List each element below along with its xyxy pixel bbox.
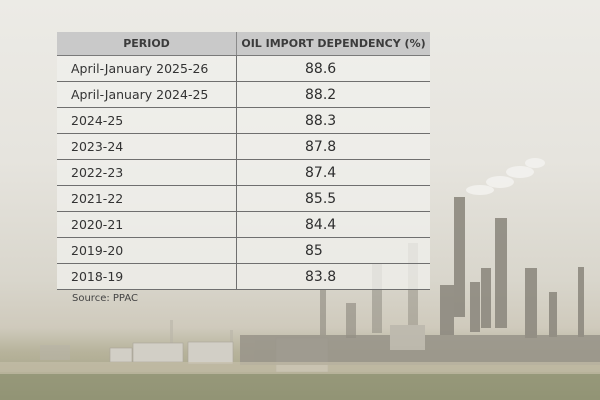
period-cell: April-January 2024-25 xyxy=(57,81,237,108)
value-cell: 88.6 xyxy=(236,55,430,82)
table-row: 2024-25 88.3 xyxy=(57,107,430,134)
source-note: Source: PPAC xyxy=(72,293,138,304)
value-cell: 88.3 xyxy=(236,107,430,134)
value-cell: 84.4 xyxy=(236,211,430,238)
table-row: April-January 2024-25 88.2 xyxy=(57,81,430,108)
table-row: 2018-19 83.8 xyxy=(57,263,430,290)
table-row: April-January 2025-26 88.6 xyxy=(57,55,430,82)
period-cell: 2021-22 xyxy=(57,185,237,212)
table-row: 2023-24 87.8 xyxy=(57,133,430,160)
table-row: 2021-22 85.5 xyxy=(57,185,430,212)
column-header-value: OIL IMPORT DEPENDENCY (%) xyxy=(236,32,430,56)
value-cell: 85 xyxy=(236,237,430,264)
value-cell: 88.2 xyxy=(236,81,430,108)
table-header-row: PERIOD OIL IMPORT DEPENDENCY (%) xyxy=(57,32,430,56)
period-cell: April-January 2025-26 xyxy=(57,55,237,82)
value-cell: 83.8 xyxy=(236,263,430,290)
value-cell: 85.5 xyxy=(236,185,430,212)
period-cell: 2018-19 xyxy=(57,263,237,290)
period-cell: 2022-23 xyxy=(57,159,237,186)
table-row: 2019-20 85 xyxy=(57,237,430,264)
column-header-period: PERIOD xyxy=(57,32,237,56)
table-row: 2022-23 87.4 xyxy=(57,159,430,186)
period-cell: 2023-24 xyxy=(57,133,237,160)
period-cell: 2019-20 xyxy=(57,237,237,264)
value-cell: 87.4 xyxy=(236,159,430,186)
table-row: 2020-21 84.4 xyxy=(57,211,430,238)
period-cell: 2024-25 xyxy=(57,107,237,134)
oil-import-dependency-table: PERIOD OIL IMPORT DEPENDENCY (%) April-J… xyxy=(57,32,430,290)
value-cell: 87.8 xyxy=(236,133,430,160)
period-cell: 2020-21 xyxy=(57,211,237,238)
